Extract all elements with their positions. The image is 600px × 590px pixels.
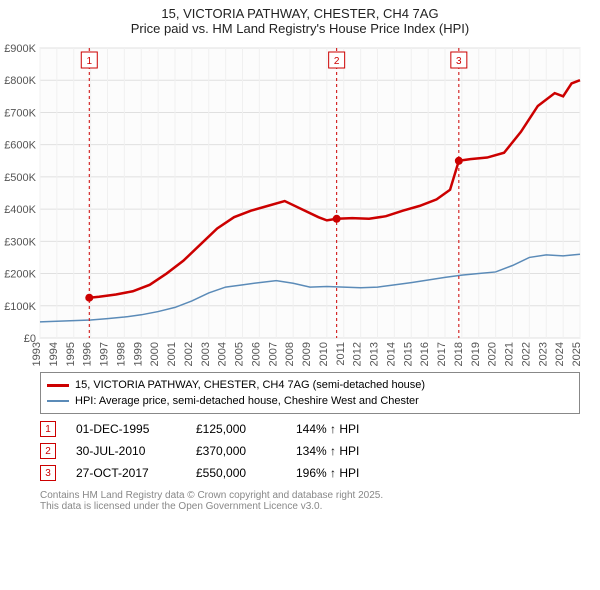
sales-table: 1 01-DEC-1995 £125,000 144% ↑ HPI 2 30-JUL-20…: [40, 418, 580, 484]
x-tick-label: 2009: [301, 342, 313, 366]
sale-marker-number: 1: [86, 56, 92, 67]
sales-row: 2 30-JUL-2010 £370,000 134% ↑ HPI: [40, 440, 580, 462]
x-tick-label: 2025: [571, 342, 583, 366]
legend: 15, VICTORIA PATHWAY, CHESTER, CH4 7AG (…: [40, 372, 580, 414]
sale-number-box: 3: [40, 465, 56, 481]
footer-line-1: Contains HM Land Registry data © Crown c…: [40, 490, 580, 501]
sale-number-box: 1: [40, 421, 56, 437]
x-tick-label: 1993: [31, 342, 43, 366]
x-tick-label: 2024: [554, 342, 566, 366]
sale-marker-dot: [333, 215, 341, 223]
sale-price: £550,000: [196, 466, 276, 480]
x-tick-label: 2014: [385, 342, 397, 366]
legend-row: 15, VICTORIA PATHWAY, CHESTER, CH4 7AG (…: [47, 377, 573, 393]
x-tick-label: 2006: [250, 342, 262, 366]
legend-swatch: [47, 384, 69, 387]
x-tick-label: 2004: [217, 342, 229, 366]
y-tick-label: £800K: [4, 75, 36, 87]
footer-line-2: This data is licensed under the Open Gov…: [40, 501, 580, 512]
x-tick-label: 2012: [352, 342, 364, 366]
x-tick-label: 2023: [537, 342, 549, 366]
sale-marker-dot: [85, 294, 93, 302]
y-tick-label: £400K: [4, 204, 36, 216]
sale-marker-dot: [455, 157, 463, 165]
sale-number-box: 2: [40, 443, 56, 459]
legend-swatch: [47, 400, 69, 402]
x-tick-label: 2003: [200, 342, 212, 366]
sale-marker-number: 2: [334, 56, 340, 67]
x-tick-label: 1998: [115, 342, 127, 366]
sales-row: 1 01-DEC-1995 £125,000 144% ↑ HPI: [40, 418, 580, 440]
x-tick-label: 2008: [284, 342, 296, 366]
x-tick-label: 2020: [487, 342, 499, 366]
y-tick-label: £900K: [4, 43, 36, 55]
sale-pct-vs-hpi: 134% ↑ HPI: [296, 444, 406, 458]
x-tick-label: 2000: [149, 342, 161, 366]
sale-price: £370,000: [196, 444, 276, 458]
chart-svg: £0£100K£200K£300K£400K£500K£600K£700K£80…: [0, 38, 600, 368]
footer-attribution: Contains HM Land Registry data © Crown c…: [40, 490, 580, 512]
x-tick-label: 2007: [267, 342, 279, 366]
title-line-2: Price paid vs. HM Land Registry's House …: [0, 21, 600, 36]
sales-row: 3 27-OCT-2017 £550,000 196% ↑ HPI: [40, 462, 580, 484]
chart-title: 15, VICTORIA PATHWAY, CHESTER, CH4 7AG P…: [0, 0, 600, 38]
sale-date: 30-JUL-2010: [76, 444, 176, 458]
x-tick-label: 2002: [183, 342, 195, 366]
sale-pct-vs-hpi: 144% ↑ HPI: [296, 422, 406, 436]
x-tick-label: 1999: [132, 342, 144, 366]
y-tick-label: £100K: [4, 301, 36, 313]
x-tick-label: 2011: [335, 342, 347, 366]
x-tick-label: 2017: [436, 342, 448, 366]
sale-date: 27-OCT-2017: [76, 466, 176, 480]
sale-marker-number: 3: [456, 56, 462, 67]
legend-row: HPI: Average price, semi-detached house,…: [47, 393, 573, 409]
x-tick-label: 2013: [369, 342, 381, 366]
y-tick-label: £600K: [4, 140, 36, 152]
x-tick-label: 1995: [65, 342, 77, 366]
x-tick-label: 2016: [419, 342, 431, 366]
y-tick-label: £500K: [4, 172, 36, 184]
x-tick-label: 1997: [99, 342, 111, 366]
x-tick-label: 2022: [520, 342, 532, 366]
sale-price: £125,000: [196, 422, 276, 436]
y-tick-label: £300K: [4, 236, 36, 248]
x-tick-label: 2019: [470, 342, 482, 366]
x-tick-label: 1996: [82, 342, 94, 366]
x-tick-label: 2018: [453, 342, 465, 366]
x-tick-label: 2015: [402, 342, 414, 366]
x-tick-label: 2005: [234, 342, 246, 366]
y-tick-label: £700K: [4, 107, 36, 119]
sale-pct-vs-hpi: 196% ↑ HPI: [296, 466, 406, 480]
legend-label: HPI: Average price, semi-detached house,…: [75, 395, 419, 407]
chart-area: £0£100K£200K£300K£400K£500K£600K£700K£80…: [0, 38, 600, 368]
legend-label: 15, VICTORIA PATHWAY, CHESTER, CH4 7AG (…: [75, 379, 425, 391]
x-tick-label: 1994: [48, 342, 60, 366]
x-tick-label: 2021: [504, 342, 516, 366]
sale-date: 01-DEC-1995: [76, 422, 176, 436]
x-tick-label: 2001: [166, 342, 178, 366]
x-tick-label: 2010: [318, 342, 330, 366]
title-line-1: 15, VICTORIA PATHWAY, CHESTER, CH4 7AG: [0, 6, 600, 21]
y-tick-label: £200K: [4, 269, 36, 281]
